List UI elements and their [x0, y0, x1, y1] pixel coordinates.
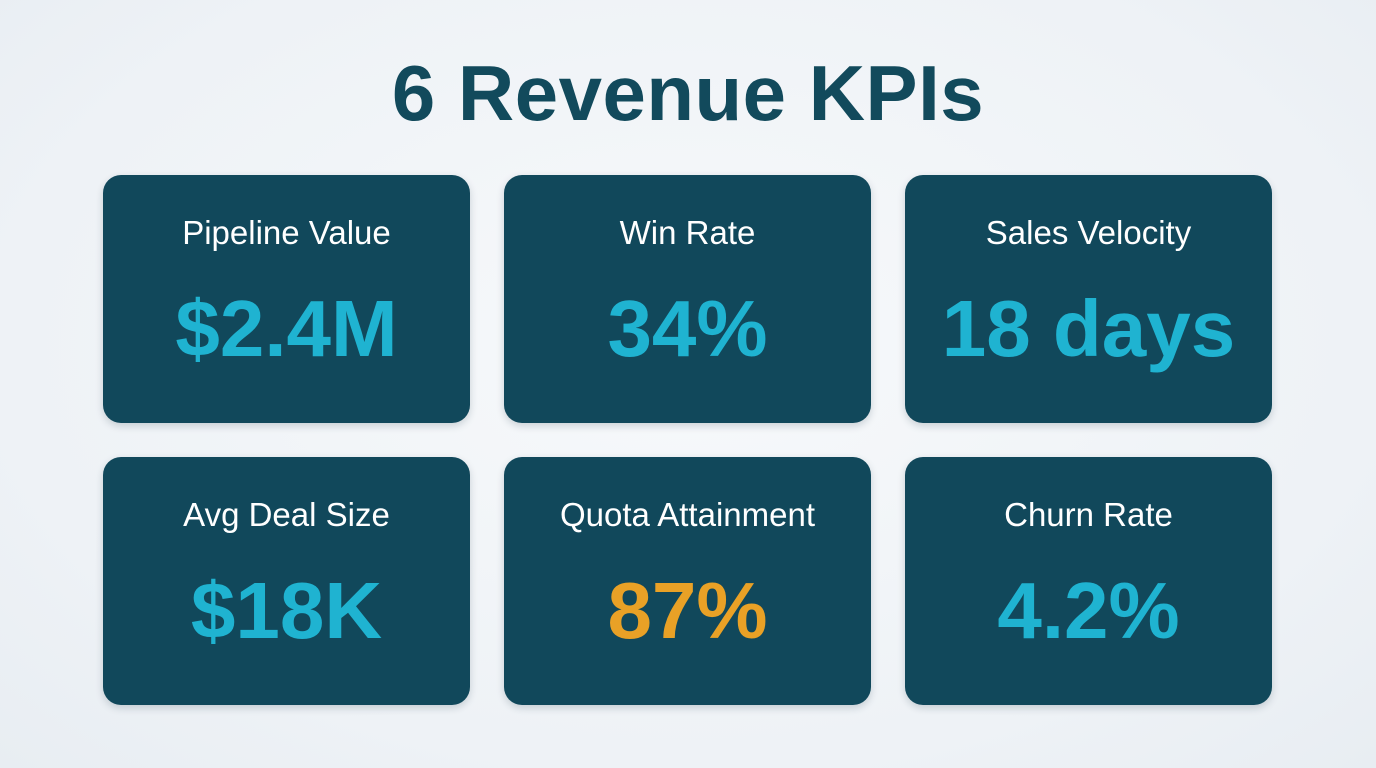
kpi-value: 4.2%: [997, 566, 1180, 655]
kpi-label: Win Rate: [619, 214, 756, 251]
kpi-card-sales-velocity: Sales Velocity 18 days: [905, 175, 1272, 423]
kpi-card-avg-deal-size: Avg Deal Size $18K: [103, 457, 470, 705]
kpi-card-churn-rate: Churn Rate 4.2%: [905, 457, 1272, 705]
kpi-value: 34%: [607, 284, 768, 373]
kpi-label: Quota Attainment: [560, 496, 815, 533]
kpi-value: $2.4M: [175, 284, 398, 373]
kpi-card-win-rate: Win Rate 34%: [504, 175, 871, 423]
kpi-value: 87%: [607, 566, 768, 655]
kpi-label: Avg Deal Size: [183, 496, 390, 533]
kpi-value: $18K: [190, 566, 383, 655]
kpi-card-quota-attainment: Quota Attainment 87%: [504, 457, 871, 705]
page-title: 6 Revenue KPIs: [391, 49, 985, 137]
kpi-value: 18 days: [941, 284, 1236, 373]
kpi-label: Churn Rate: [1004, 496, 1173, 533]
kpi-label: Sales Velocity: [985, 214, 1192, 251]
kpi-grid: Pipeline Value $2.4M Win Rate 34% Sales …: [103, 175, 1273, 705]
kpi-label: Pipeline Value: [182, 214, 391, 251]
kpi-card-pipeline-value: Pipeline Value $2.4M: [103, 175, 470, 423]
